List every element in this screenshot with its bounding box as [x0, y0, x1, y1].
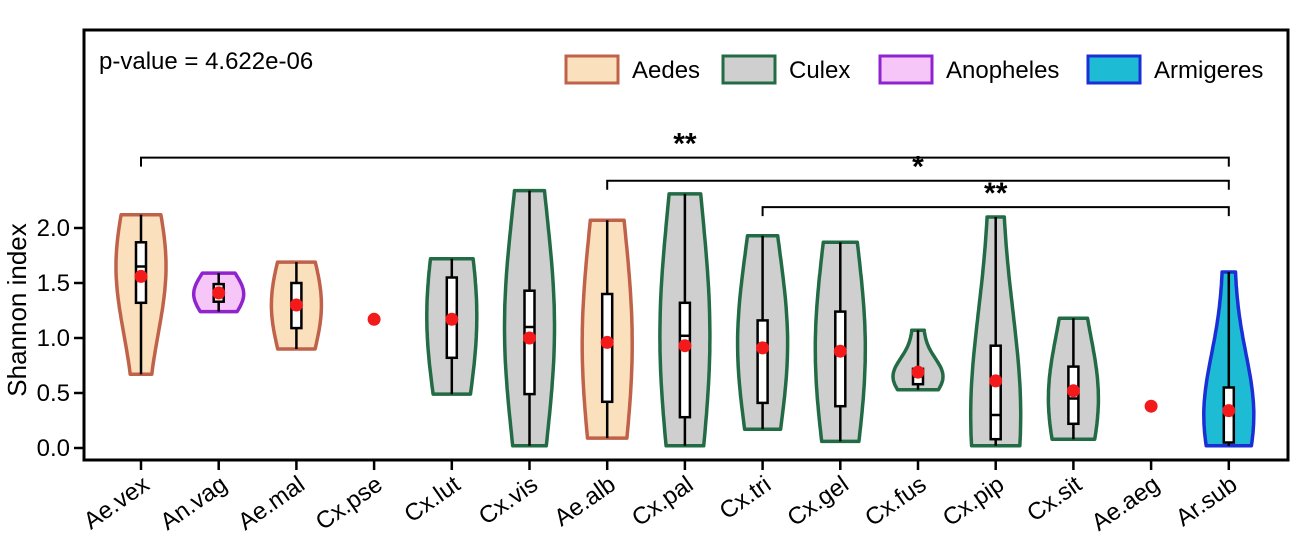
x-tick-label: An.vag — [155, 471, 232, 536]
x-tick-label: Cx.pal — [627, 471, 698, 532]
box — [678, 301, 692, 419]
significance-label: * — [912, 151, 924, 184]
mean-point — [989, 374, 1003, 388]
x-tick-label: Cx.tri — [715, 471, 776, 525]
legend-label: Culex — [789, 57, 850, 84]
violin-ae-aeg — [1144, 399, 1158, 413]
violin-cx-sit — [1046, 316, 1101, 441]
significance-label: ** — [673, 128, 697, 161]
violin-cx-tri — [735, 233, 790, 432]
x-tick-label: Cx.pse — [311, 471, 388, 536]
mean-point — [1066, 384, 1080, 398]
violin-cx-pal — [658, 192, 712, 448]
mean-point — [289, 298, 303, 312]
legend: Aedes Culex Anopheles Armigeres — [564, 54, 1263, 85]
violin-cx-pse — [367, 312, 381, 326]
violin-ae-vex — [114, 213, 168, 377]
y-tick-label: 2.0 — [37, 215, 70, 242]
mean-point — [600, 335, 614, 349]
violin-ae-mal — [269, 260, 324, 351]
mean-point — [911, 365, 925, 379]
legend-swatch — [721, 54, 777, 85]
violin-cx-lut — [425, 257, 479, 396]
bracket-line — [140, 156, 1230, 167]
mean-point — [367, 312, 381, 326]
mean-point — [445, 312, 459, 326]
mean-point — [678, 339, 692, 353]
x-tick-label: Ae.alb — [549, 471, 620, 532]
x-tick-label: Ae.mal — [233, 471, 310, 536]
x-tick-label: Cx.gel — [783, 471, 854, 532]
y-tick-label: 0.5 — [37, 380, 70, 407]
violin-cx-vis — [502, 188, 557, 448]
x-axis: Ae.vex An.vag Ae.mal Cx.pse Cx.lut Cx.vis Ae.a… — [79, 460, 1242, 537]
mean-point — [134, 269, 148, 283]
violins — [114, 188, 1256, 448]
x-tick-label: Cx.fus — [860, 471, 931, 532]
x-tick-label: Cx.lut — [399, 471, 465, 528]
box — [834, 310, 847, 408]
significance-bracket: * — [606, 151, 1230, 190]
mean-point — [523, 331, 536, 345]
legend-entry-armigeres: Armigeres — [1086, 54, 1263, 85]
mean-point — [1222, 404, 1236, 418]
legend-label: Armigeres — [1154, 57, 1263, 84]
bracket-line — [606, 179, 1230, 190]
x-tick-label: Cx.vis — [474, 471, 543, 531]
violin-cx-gel — [813, 240, 868, 444]
legend-label: Anopheles — [946, 57, 1059, 84]
y-tick-label: 0.0 — [37, 435, 70, 462]
x-tick-label: Ar.sub — [1171, 471, 1242, 532]
mean-point — [1144, 399, 1158, 413]
bracket-line — [761, 206, 1230, 217]
violin-cx-pip — [968, 215, 1023, 448]
mean-point — [756, 341, 770, 355]
legend-swatch — [878, 54, 934, 85]
x-tick-label: Cx.sit — [1022, 471, 1087, 528]
violin-ae-alb — [580, 218, 634, 440]
legend-entry-anopheles: Anopheles — [878, 54, 1059, 85]
y-axis: 0.0 0.5 1.0 1.5 2.0 — [37, 215, 84, 462]
legend-entry-culex: Culex — [721, 54, 850, 85]
significance-bracket: ** — [761, 177, 1230, 217]
x-tick-label: Ae.aeg — [1087, 471, 1165, 537]
y-tick-label: 1.0 — [37, 325, 70, 352]
legend-entry-aedes: Aedes — [564, 54, 700, 85]
violin-an-vag — [191, 271, 246, 314]
box — [756, 319, 769, 405]
significance-bracket: ** — [140, 128, 1230, 167]
y-axis-title: Shannon index — [2, 223, 32, 396]
legend-swatch — [1086, 54, 1142, 85]
y-tick-label: 1.5 — [37, 270, 70, 297]
p-value-annotation: p-value = 4.622e-06 — [99, 48, 313, 75]
legend-label: Aedes — [632, 57, 700, 84]
significance-label: ** — [984, 177, 1008, 210]
mean-point — [212, 286, 226, 300]
x-tick-label: Cx.pip — [938, 471, 1009, 532]
violin-ar-sub — [1202, 270, 1256, 448]
violin-cx-fus — [891, 328, 945, 392]
mean-point — [833, 344, 847, 358]
legend-swatch — [564, 54, 620, 85]
significance-brackets: ***** — [140, 128, 1230, 217]
x-tick-label: Ae.vex — [79, 471, 155, 535]
box — [989, 344, 1002, 441]
